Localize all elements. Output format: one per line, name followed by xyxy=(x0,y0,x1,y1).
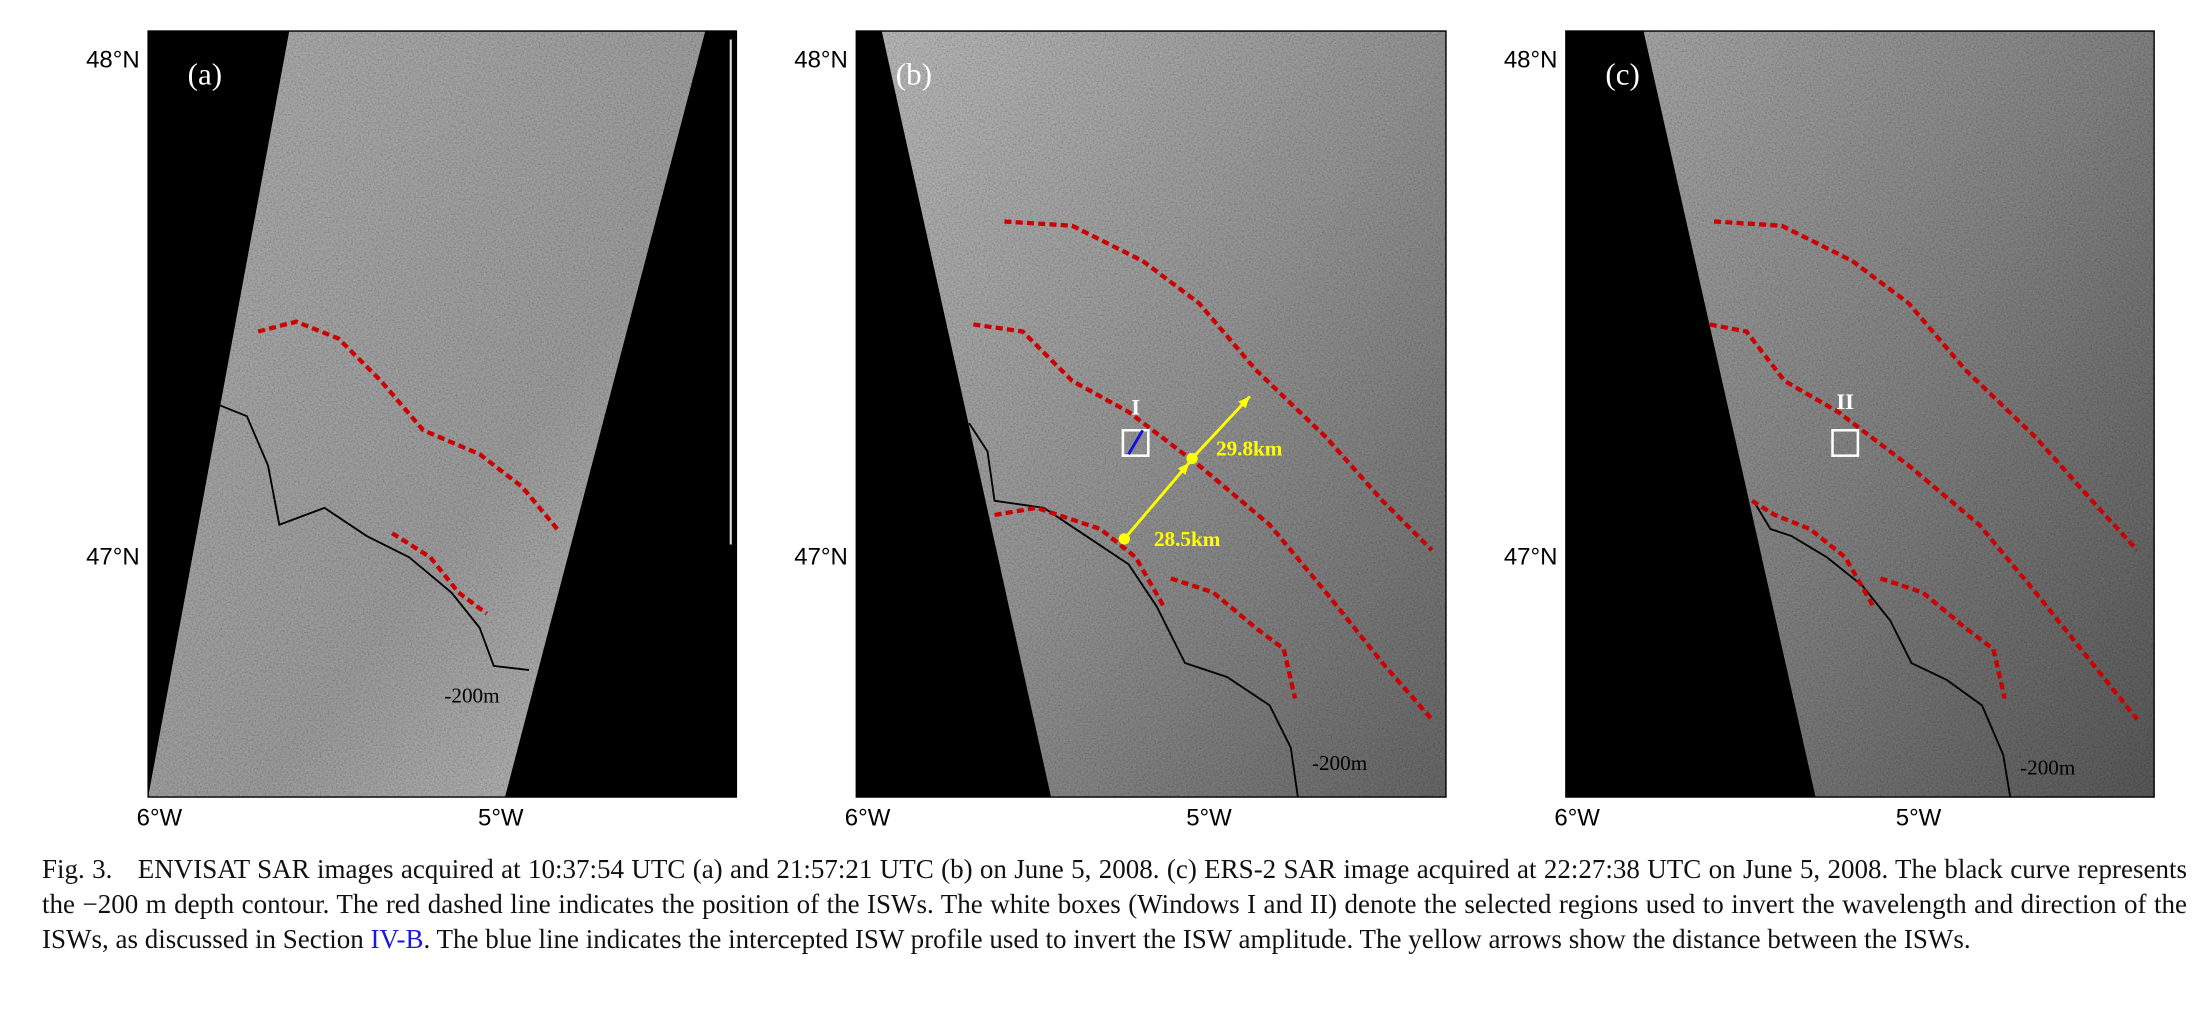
panel-label: (c) xyxy=(1605,57,1639,92)
isw-position xyxy=(1004,219,1434,552)
panel-frame xyxy=(855,30,1447,798)
distance-arrow xyxy=(1191,395,1251,460)
distance-arrow xyxy=(1123,461,1191,540)
sar-panel: (c) 48°N 47°N 6°W 5°W -200m II xyxy=(1504,30,2155,831)
latitude-label: 47°N xyxy=(794,543,848,570)
sar-swath xyxy=(881,31,1446,798)
latitude-label: 47°N xyxy=(1504,543,1558,570)
longitude-label: 5°W xyxy=(1186,804,1232,831)
isw-position xyxy=(994,505,1166,608)
latitude-label: 48°N xyxy=(1504,47,1558,74)
sar-swath xyxy=(1643,31,2155,798)
longitude-label: 6°W xyxy=(1554,804,1600,831)
longitude-label: 5°W xyxy=(478,804,524,831)
figure: (a) 48°N 47°N 6°W 5°W -200m (b) 48°N 47°N 6°W 5°W -… xyxy=(86,30,2155,831)
panel-label: (a) xyxy=(188,57,222,92)
isw-position xyxy=(1750,499,1876,608)
sar-panel: (a) 48°N 47°N 6°W 5°W -200m xyxy=(86,30,738,831)
depth-contour xyxy=(1752,500,2012,798)
annotation: 29.8km xyxy=(1216,437,1283,461)
arrow-head xyxy=(1177,462,1190,475)
isw-position xyxy=(391,531,488,616)
caption-text: . The blue line indicates the intercepte… xyxy=(423,924,1971,954)
longitude-label: 6°W xyxy=(137,804,183,831)
latitude-label: 47°N xyxy=(86,543,140,570)
isw-position xyxy=(1170,576,1298,699)
caption-text: ENVISAT SAR images acquired at 10:37:54 … xyxy=(42,854,2187,954)
isw-position xyxy=(1713,219,2139,552)
annotation: 28.5km xyxy=(1154,527,1221,551)
panels: (a) 48°N 47°N 6°W 5°W -200m (b) 48°N 47°N 6°W 5°W -… xyxy=(86,30,2155,831)
annotation: -200m xyxy=(2020,755,2076,779)
isw-position xyxy=(1879,576,2007,699)
panel-label: (b) xyxy=(896,57,932,92)
annotation: I xyxy=(1131,395,1140,420)
depth-contour xyxy=(968,422,1299,798)
annotation: -200m xyxy=(444,684,500,708)
sar-swath xyxy=(148,31,706,798)
arrow-origin xyxy=(1186,452,1198,465)
isw-profile xyxy=(1127,429,1144,455)
latitude-label: 48°N xyxy=(794,47,848,74)
window-box xyxy=(1121,428,1150,457)
annotation: II xyxy=(1836,389,1854,414)
window-box xyxy=(1831,428,1860,457)
depth-contour xyxy=(211,401,530,671)
section-link[interactable]: IV-B xyxy=(370,924,424,954)
isw-position xyxy=(1709,322,2139,721)
arrow-head xyxy=(1238,396,1250,409)
caption: Fig. 3. ENVISAT SAR images acquired at 1… xyxy=(42,852,2187,957)
sar-panel: (b) 48°N 47°N 6°W 5°W -200m I 29.8km 28.5km xyxy=(794,30,1447,831)
panel-frame xyxy=(1565,30,2155,798)
longitude-label: 5°W xyxy=(1896,804,1942,831)
panel-frame xyxy=(147,30,738,798)
isw-position xyxy=(973,322,1434,721)
annotation: -200m xyxy=(1312,751,1368,775)
latitude-label: 48°N xyxy=(86,47,140,74)
caption-label: Fig. 3. xyxy=(42,854,113,884)
arrow-origin xyxy=(1118,533,1130,545)
longitude-label: 6°W xyxy=(845,804,891,831)
isw-position xyxy=(257,319,559,531)
